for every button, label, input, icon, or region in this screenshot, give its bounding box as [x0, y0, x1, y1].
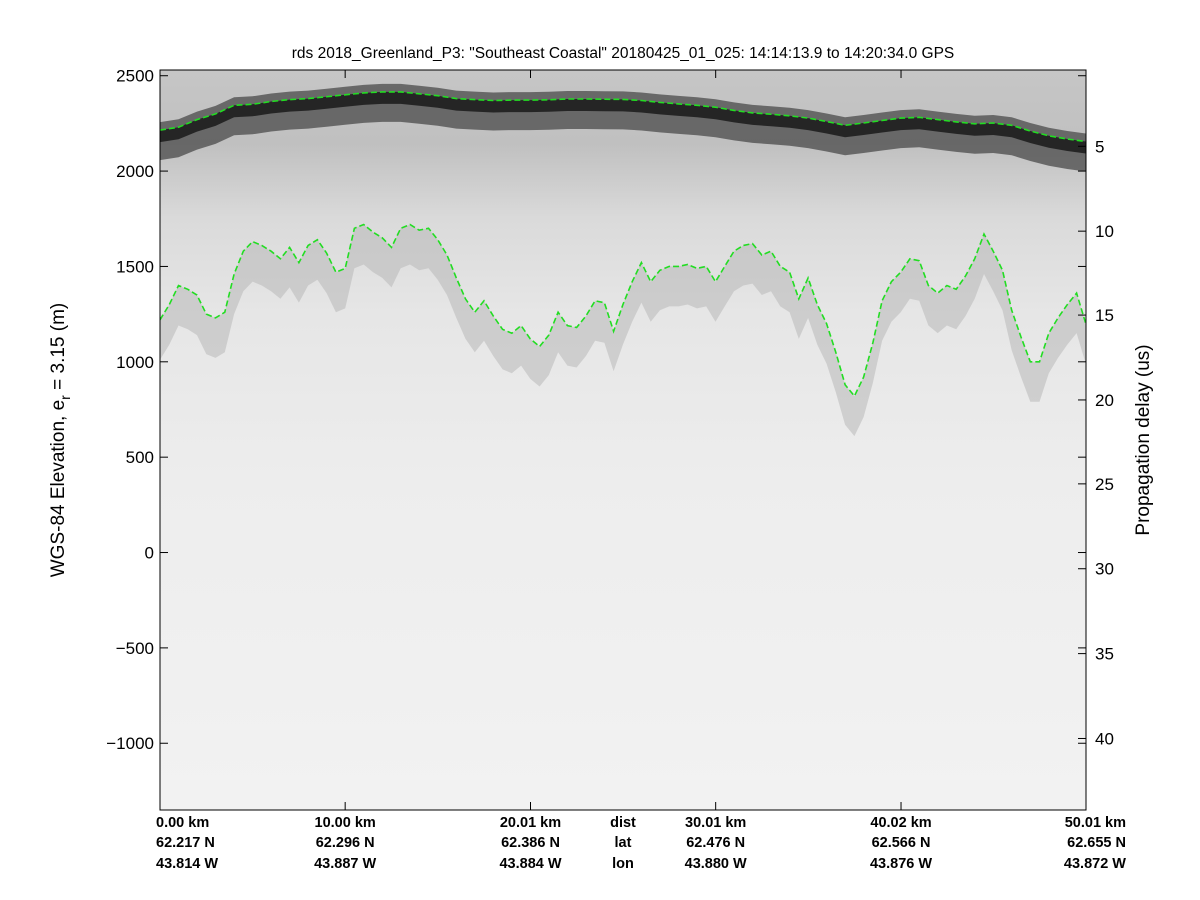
- x-tick-lat-label: 62.296 N: [316, 835, 375, 851]
- y-tick-label: 2500: [116, 67, 154, 86]
- y-tick-label: −1000: [106, 734, 154, 753]
- y2-axis-label: Propagation delay (us): [1133, 344, 1154, 535]
- x-tick-dist-label: 0.00 km: [156, 815, 209, 831]
- x-tick-dist-label: 30.01 km: [685, 815, 746, 831]
- surface-echo-band: [160, 83, 1086, 172]
- y-axis-label-main: WGS-84 Elevation, e: [48, 400, 69, 577]
- right-y-axis: 5 10 15 20 25 30 35 40: [1078, 137, 1114, 748]
- y2-tick-label: 20: [1095, 391, 1114, 410]
- x-tick-dist-label: 50.01 km: [1065, 815, 1126, 831]
- row-label-lat: lat: [615, 835, 632, 851]
- y-tick-label: 1000: [116, 353, 154, 372]
- y-axis-label-subscript: r: [57, 395, 73, 400]
- x-tick-lon-label: 43.872 W: [1064, 856, 1126, 872]
- x-tick-lat-label: 62.566 N: [872, 835, 931, 851]
- y-axis-label-tail: = 3.15 (m): [48, 303, 69, 395]
- y2-tick-label: 40: [1095, 729, 1114, 748]
- chart-title: rds 2018_Greenland_P3: "Southeast Coasta…: [292, 45, 955, 62]
- y2-tick-label: 10: [1095, 222, 1114, 241]
- x-tick-lon-label: 43.887 W: [314, 856, 376, 872]
- x-tick-lon-label: 43.880 W: [685, 856, 747, 872]
- y2-tick-label: 15: [1095, 306, 1114, 325]
- y-tick-label: −500: [116, 639, 154, 658]
- x-tick-lon-label: 43.884 W: [499, 856, 561, 872]
- plot-area: [160, 70, 1086, 810]
- y-tick-label: 500: [126, 448, 154, 467]
- surface-layer-line: [160, 91, 1086, 143]
- x-tick-lat-label: 62.476 N: [686, 835, 745, 851]
- x-tick-lat-label: 62.655 N: [1067, 835, 1126, 851]
- surface-echo-core: [160, 91, 1086, 154]
- bed-echo-shade: [160, 224, 1086, 437]
- y2-tick-label: 25: [1095, 475, 1114, 494]
- y-tick-label: 0: [145, 544, 154, 563]
- x-tick-lon-label: 43.876 W: [870, 856, 932, 872]
- y2-tick-label: 30: [1095, 560, 1114, 579]
- x-tick-lat-label: 62.386 N: [501, 835, 560, 851]
- x-tick-lat-label: 62.217 N: [156, 835, 215, 851]
- x-axis: 0.00 km 62.217 N 43.814 W 10.00 km 62.296 N 4…: [156, 70, 1126, 872]
- plot-frame: [159, 69, 1087, 811]
- x-tick-dist-label: 20.01 km: [500, 815, 561, 831]
- x-tick-dist-label: 10.00 km: [315, 815, 376, 831]
- row-label-lon: lon: [612, 856, 634, 872]
- x-tick-dist-label: 40.02 km: [870, 815, 931, 831]
- y2-tick-label: 35: [1095, 645, 1114, 664]
- y-tick-label: 1500: [116, 257, 154, 276]
- x-tick-lon-label: 43.814 W: [156, 856, 218, 872]
- y-axis-label: WGS-84 Elevation, er = 3.15 (m): [48, 303, 73, 578]
- bed-layer-line: [160, 223, 1086, 398]
- y2-tick-label: 5: [1095, 137, 1104, 156]
- left-y-axis: 2500 2000 1500 1000 500 0 −500 −1000: [106, 67, 1086, 753]
- echogram-layers: [160, 83, 1086, 437]
- y-tick-label: 2000: [116, 162, 154, 181]
- row-label-dist: dist: [610, 815, 636, 831]
